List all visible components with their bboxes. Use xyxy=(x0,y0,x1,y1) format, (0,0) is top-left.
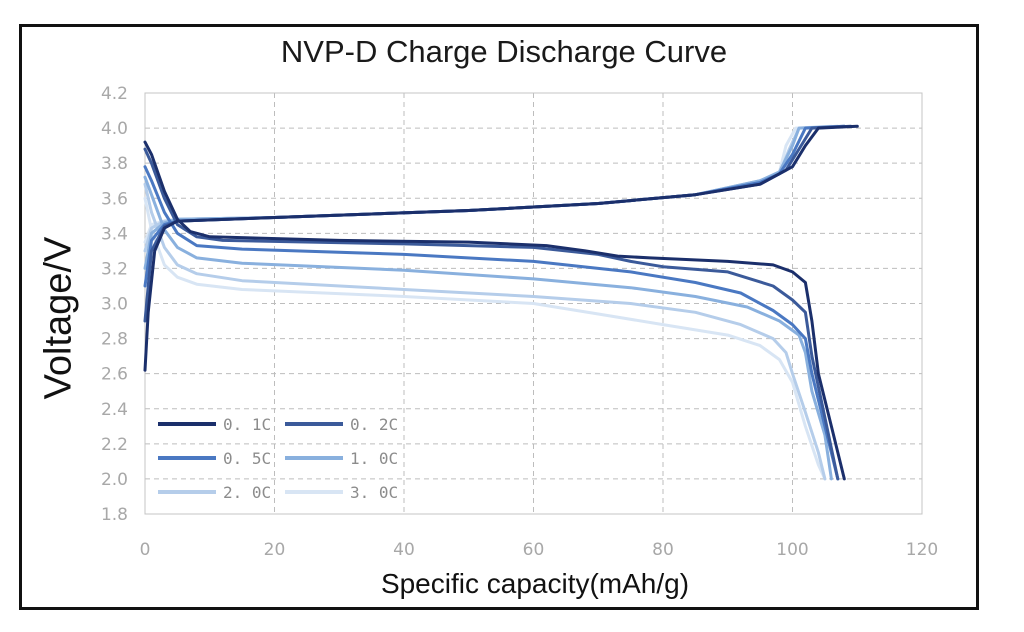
legend-label: 0. 5C xyxy=(223,449,271,468)
series-line-discharge xyxy=(143,147,840,481)
series-line-charge xyxy=(143,124,853,323)
y-tick-label: 1.8 xyxy=(101,505,128,525)
x-tick-label: 20 xyxy=(264,540,286,560)
y-tick-label: 4.0 xyxy=(101,119,128,139)
x-tick-label: 0 xyxy=(140,540,151,560)
legend: 0. 1C 0. 2C 0. 5C 1. 0C 2. 0C 3. 0C xyxy=(158,415,398,502)
series-line-discharge xyxy=(143,196,827,481)
y-tick-label: 2.0 xyxy=(101,470,128,490)
y-tick-label: 2.6 xyxy=(101,365,128,385)
y-tick-label: 2.4 xyxy=(101,400,128,420)
chart-title: NVP-D Charge Discharge Curve xyxy=(280,34,728,69)
x-axis-label: Specific capacity(mAh/g) xyxy=(380,568,690,599)
legend-label: 0. 1C xyxy=(223,415,271,434)
plot-area-border xyxy=(144,92,923,515)
x-tick-label: 120 xyxy=(906,540,938,560)
series-lines xyxy=(143,124,859,481)
series-line-discharge xyxy=(143,182,827,481)
legend-label: 3. 0C xyxy=(350,483,398,502)
series-line-discharge xyxy=(143,175,833,481)
x-tick-label: 40 xyxy=(393,540,415,560)
grid xyxy=(145,93,922,514)
y-tick-label: 4.2 xyxy=(101,84,128,104)
axes xyxy=(144,92,923,515)
x-tick-label: 60 xyxy=(523,540,545,560)
tick-labels: 1.8 2.0 2.2 2.4 2.6 2.8 3.0 3.2 3.4 3.6 3.8 4.0 4.2 0… xyxy=(101,84,938,560)
y-tick-label: 2.2 xyxy=(101,435,128,455)
x-tick-label: 100 xyxy=(776,540,808,560)
series-line-charge xyxy=(143,124,859,372)
y-tick-label: 2.8 xyxy=(101,330,128,350)
y-tick-label: 3.0 xyxy=(101,295,128,315)
series-line-discharge xyxy=(143,140,846,481)
x-tick-label: 80 xyxy=(652,540,674,560)
chart-frame xyxy=(19,24,979,610)
legend-label: 0. 2C xyxy=(350,415,398,434)
legend-label: 2. 0C xyxy=(223,483,271,502)
legend-label: 1. 0C xyxy=(350,449,398,468)
series-line-charge xyxy=(143,124,833,244)
y-tick-label: 3.6 xyxy=(101,189,128,209)
y-tick-label: 3.2 xyxy=(101,259,128,279)
series-line-discharge xyxy=(143,165,840,481)
y-tick-label: 3.4 xyxy=(101,224,128,244)
y-tick-label: 3.8 xyxy=(101,154,128,174)
